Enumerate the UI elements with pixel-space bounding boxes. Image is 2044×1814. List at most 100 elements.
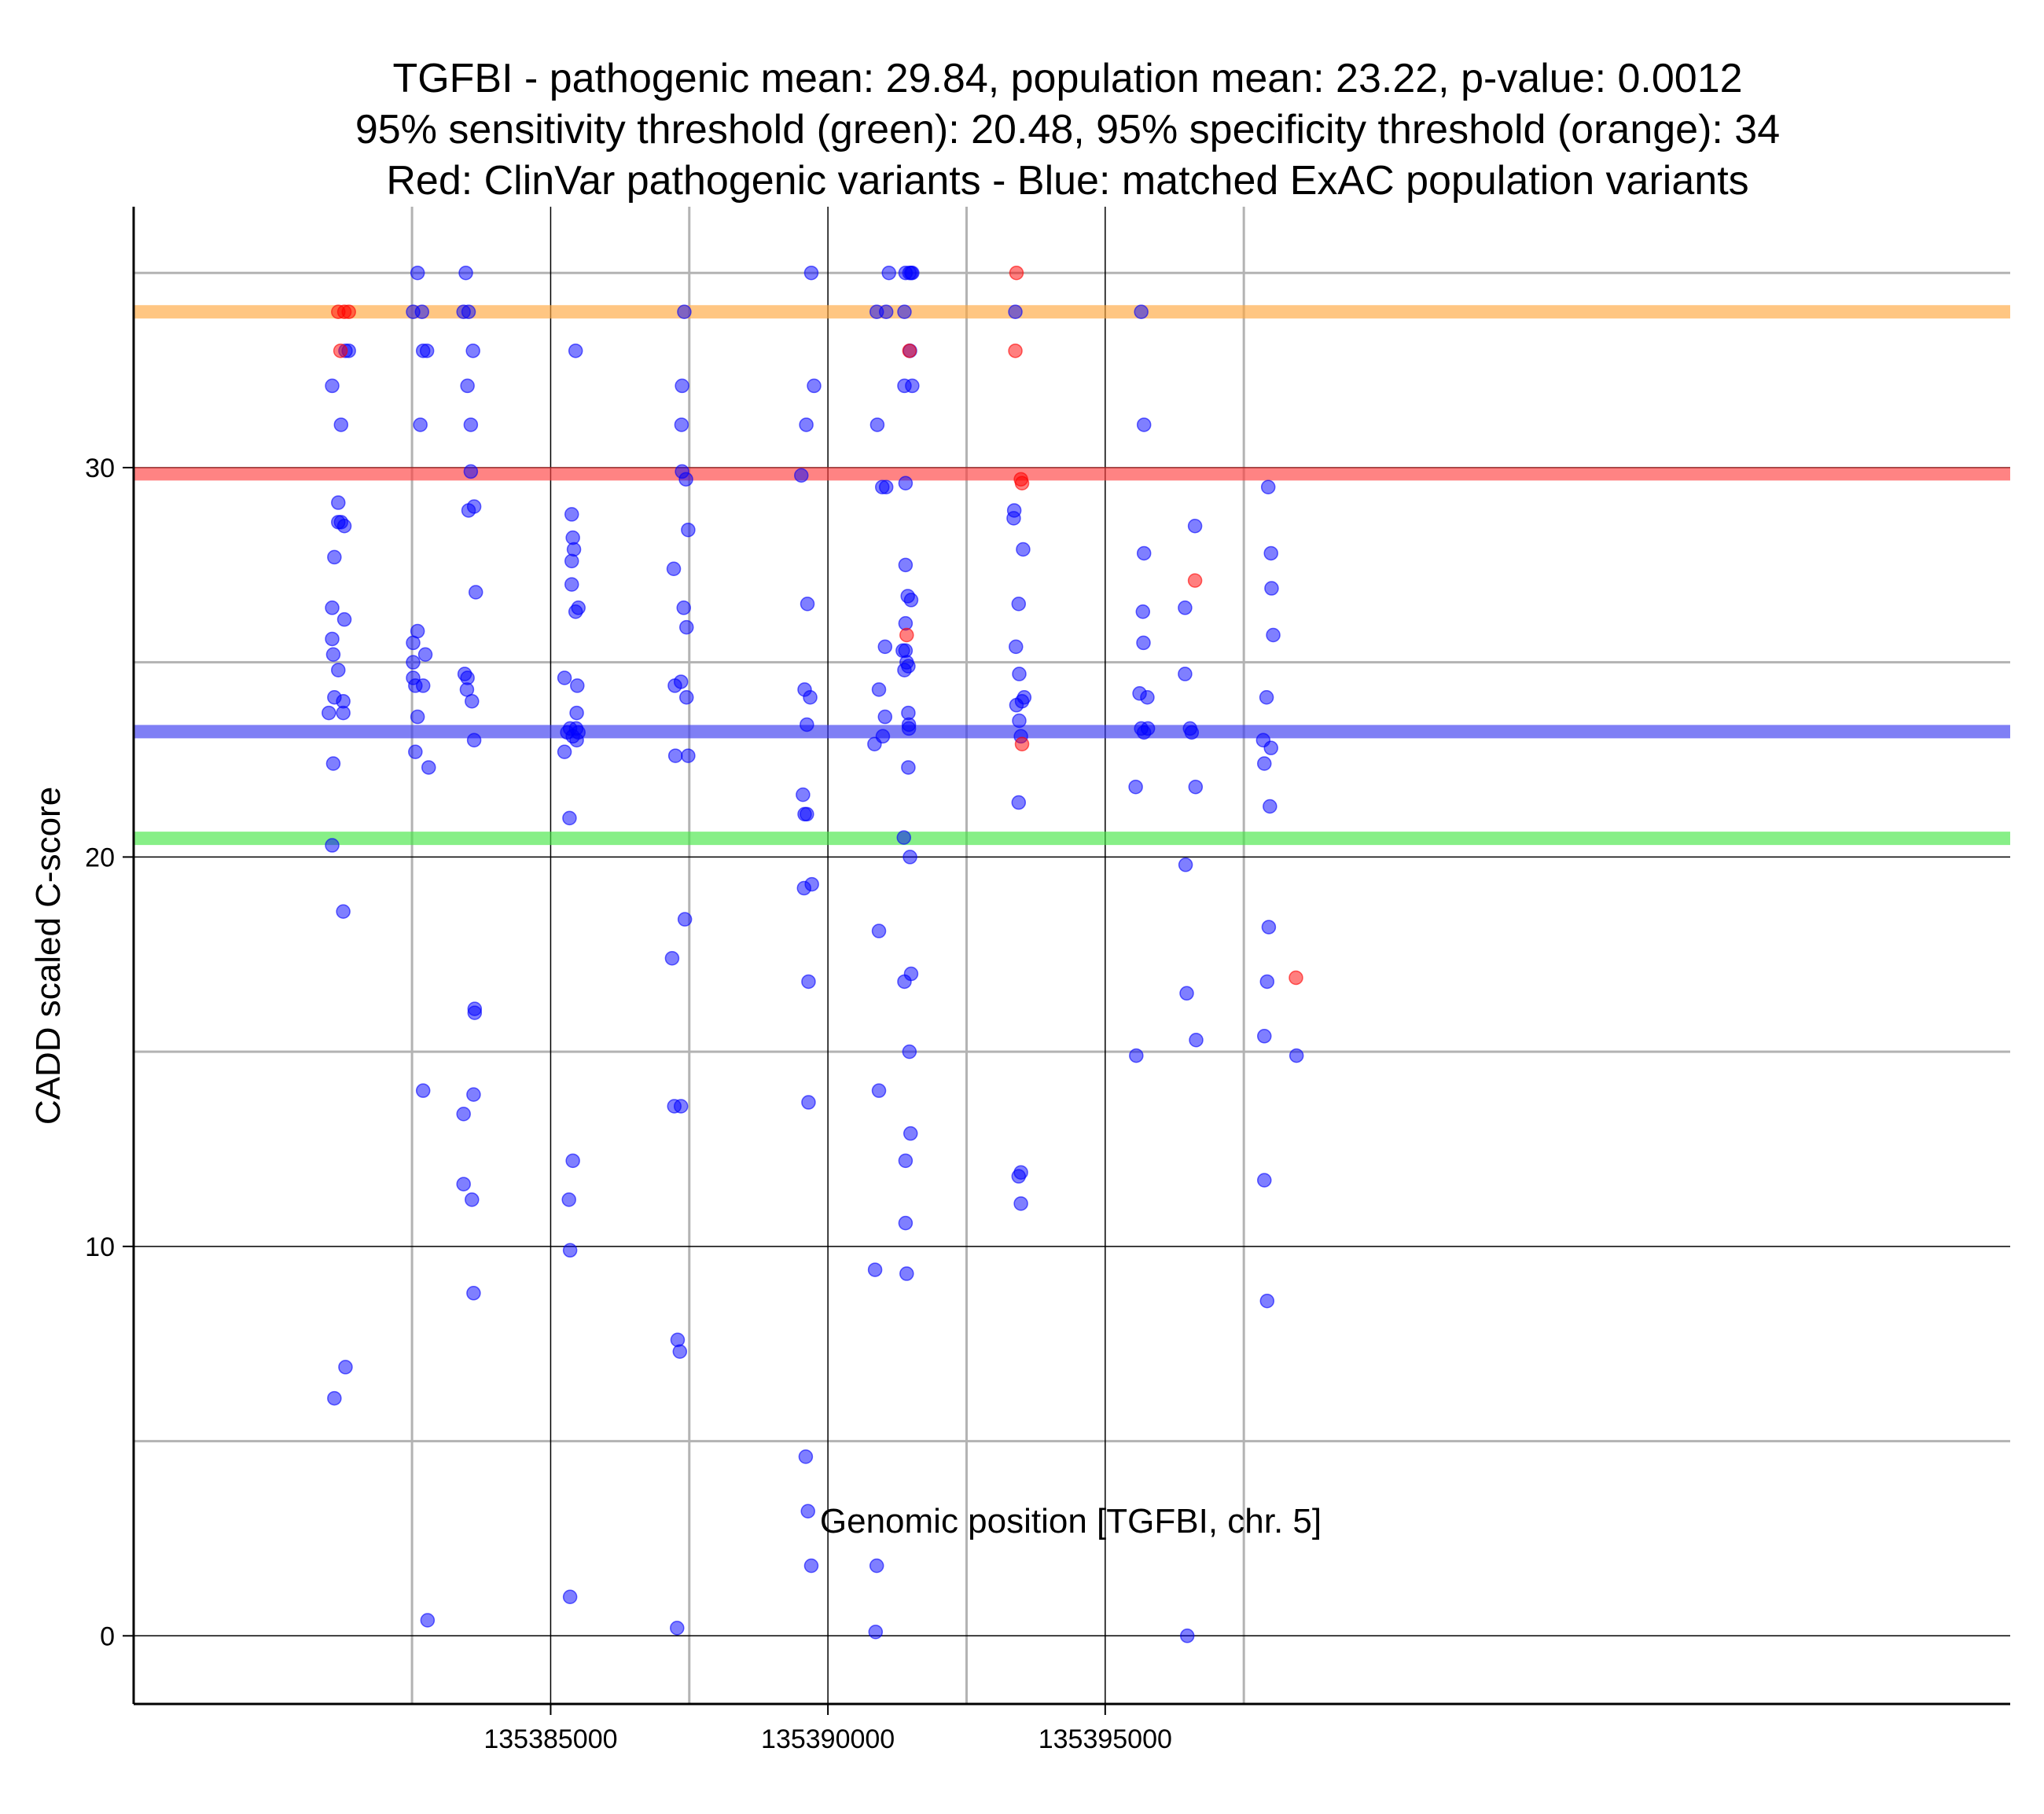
population-variant-point [867, 736, 882, 751]
population-variant-point [681, 522, 696, 538]
population-variant-point [325, 647, 341, 663]
population-variant-point [1257, 1173, 1272, 1188]
population-variant-point [1006, 511, 1021, 526]
population-variant-point [1135, 604, 1151, 619]
population-variant-point [796, 787, 811, 802]
population-variant-point [803, 265, 819, 281]
chart-title-line-2: 95% sensitivity threshold (green): 20.48… [355, 107, 1780, 152]
population-variant-point [325, 756, 341, 771]
y-axis-ticks: 0 10 20 30 [85, 454, 134, 1651]
population-variant-point [903, 593, 919, 608]
population-variant-point [667, 748, 683, 763]
population-variant-point [877, 639, 893, 655]
population-variant-point [871, 924, 887, 938]
population-variant-point [877, 709, 893, 725]
population-variant-point [461, 304, 476, 320]
population-variant-point [414, 304, 430, 320]
pathogenic-variant-point [1013, 472, 1028, 487]
population-variant-point [465, 343, 480, 358]
pathogenic-variant-point [1187, 573, 1203, 588]
population-variant-point [878, 479, 894, 494]
population-variant-point [465, 1192, 480, 1207]
population-variant-point [1009, 639, 1024, 655]
population-variant-point [336, 519, 352, 534]
population-variant-point [322, 705, 336, 721]
population-variant-point [325, 838, 340, 853]
reference-lines [134, 305, 2010, 846]
population-variant-point [562, 1589, 578, 1605]
population-variant-point [566, 542, 582, 557]
population-variant-point [1178, 600, 1193, 615]
x-tick-label: 135390000 [761, 1724, 895, 1754]
population-variant-point [417, 647, 433, 663]
population-variant-point [679, 690, 694, 705]
population-variant-point [410, 623, 425, 639]
y-tick-label: 30 [85, 454, 115, 483]
population-variant-point [1266, 627, 1281, 643]
pathogenic-variant-point [902, 343, 917, 358]
population-variant-point [677, 304, 692, 320]
population-variant-point [897, 304, 912, 320]
population-variant-point [899, 1266, 914, 1281]
population-variant-point [803, 690, 818, 705]
population-variant-point [1263, 740, 1278, 755]
population-variant-point [905, 378, 920, 394]
population-variant-point [1261, 920, 1277, 935]
population-variant-point [1012, 666, 1027, 681]
y-tick-label: 0 [100, 1621, 115, 1651]
population-variant-point [898, 1153, 914, 1169]
population-variant-point [327, 1390, 342, 1406]
population-variant-point [804, 876, 819, 892]
population-variant-point [410, 709, 425, 725]
pathogenic-variant-point [341, 304, 356, 320]
population-variant-point [898, 1215, 914, 1231]
population-variant-point [679, 619, 694, 635]
population-variant-point [1259, 1293, 1275, 1309]
pathogenic-variant-point [1014, 736, 1030, 751]
population-variant-point [413, 417, 428, 432]
population-variant-point [678, 472, 693, 487]
population-variant-point [664, 950, 680, 966]
population-variant-point [410, 265, 425, 281]
population-variant-point [1260, 479, 1276, 494]
population-variant-point [562, 810, 577, 826]
population-variant-point [673, 1099, 689, 1114]
population-variant-point [901, 760, 916, 775]
population-variant-point [878, 304, 894, 320]
population-variant-point [666, 561, 682, 577]
population-variant-point [868, 1625, 884, 1640]
population-variant-point [408, 744, 423, 759]
population-variant-point [675, 378, 689, 394]
population-variant-point [562, 1243, 578, 1258]
population-variant-point [898, 557, 914, 573]
population-variant-point [1264, 581, 1279, 596]
population-variant-point [325, 631, 340, 647]
population-variant-point [674, 417, 689, 432]
population-variant-point [670, 1621, 685, 1636]
population-variant-point [456, 1107, 471, 1122]
population-variant-point [1012, 713, 1027, 729]
population-variant-point [561, 1192, 576, 1207]
pathogenic-variant-point [333, 343, 348, 358]
population-variant-point [800, 1504, 815, 1519]
data-points [322, 265, 1304, 1643]
population-variant-point [565, 1153, 580, 1169]
y-axis-title: CADD scaled C-score [29, 787, 68, 1125]
population-variant-point [800, 806, 814, 822]
population-variant-point [1189, 1033, 1204, 1048]
population-variant-point [1016, 542, 1031, 557]
population-variant-point [465, 693, 480, 709]
x-axis-ticks: 135385000 135390000 135395000 [483, 1704, 1172, 1754]
population-variant-point [1136, 725, 1152, 740]
population-variant-point [1259, 690, 1274, 705]
population-variant-point [466, 733, 482, 748]
population-variant-point [681, 748, 696, 763]
population-variant-point [468, 585, 483, 600]
population-variant-point [1011, 795, 1027, 810]
population-variant-point [881, 265, 896, 281]
population-variant-point [420, 1613, 436, 1628]
population-variant-point [867, 1262, 883, 1277]
population-variant-point [898, 476, 914, 491]
population-variant-point [564, 553, 579, 569]
population-variant-point [325, 600, 340, 615]
